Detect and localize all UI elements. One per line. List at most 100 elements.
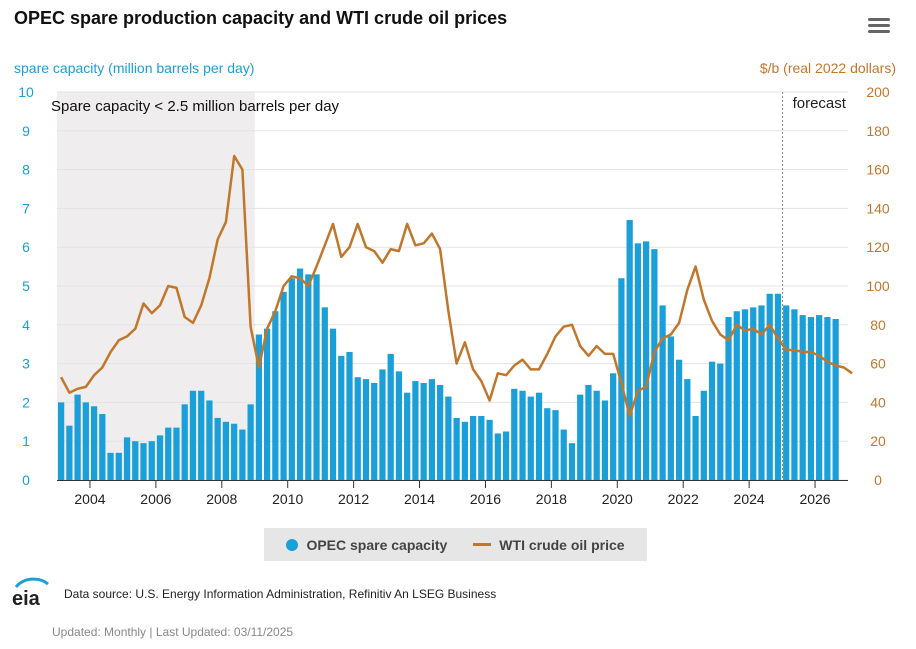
bar-spare-capacity xyxy=(469,415,477,480)
x-tick-label: 2006 xyxy=(140,491,171,507)
left-tick-label: 4 xyxy=(22,317,30,333)
right-tick-label: 160 xyxy=(866,162,890,178)
bar-spare-capacity xyxy=(255,334,262,480)
x-tick-label: 2016 xyxy=(470,491,501,507)
logo-text: eia xyxy=(12,588,41,609)
bar-spare-capacity xyxy=(206,400,213,480)
bar-spare-capacity xyxy=(783,305,790,480)
bar-spare-capacity xyxy=(148,441,155,480)
bar-spare-capacity xyxy=(346,351,353,480)
x-tick-label: 2010 xyxy=(272,491,303,507)
right-axis-label: $/b (real 2022 dollars) xyxy=(759,60,896,76)
bar-spare-capacity xyxy=(272,311,279,480)
bar-spare-capacity xyxy=(107,452,114,480)
bar-spare-capacity xyxy=(832,318,839,480)
bar-spare-capacity xyxy=(379,369,386,480)
bar-spare-capacity xyxy=(115,452,122,480)
bar-spare-capacity xyxy=(544,408,551,480)
bar-spare-capacity xyxy=(156,435,164,480)
bar-spare-capacity xyxy=(494,433,501,480)
bar-spare-capacity xyxy=(412,381,419,480)
bar-spare-capacity xyxy=(329,328,337,480)
bar-spare-capacity xyxy=(305,274,312,480)
bar-spare-capacity xyxy=(733,311,740,480)
x-tick-label: 2012 xyxy=(338,491,369,507)
last-updated: Updated: Monthly | Last Updated: 03/11/2… xyxy=(52,625,294,639)
bar-spare-capacity xyxy=(552,410,559,480)
bar-spare-capacity xyxy=(445,396,452,480)
bar-spare-capacity xyxy=(198,390,205,480)
line-wti-price xyxy=(59,154,853,418)
x-tick-label: 2018 xyxy=(536,491,567,507)
right-tick-label: 180 xyxy=(866,123,890,139)
bar-spare-capacity xyxy=(585,384,592,480)
bar-spare-capacity xyxy=(651,249,658,480)
bar-spare-capacity xyxy=(750,307,757,480)
bar-spare-capacity xyxy=(766,293,773,480)
bar-spare-capacity xyxy=(758,305,765,480)
x-tick-label: 2026 xyxy=(799,491,830,507)
bar-spare-capacity xyxy=(231,423,238,480)
bar-spare-capacity xyxy=(362,379,370,480)
chart-title: OPEC spare production capacity and WTI c… xyxy=(14,8,508,28)
bar-spare-capacity xyxy=(288,278,295,480)
left-tick-label: 1 xyxy=(22,433,30,449)
bar-spare-capacity xyxy=(247,404,254,480)
bar-spare-capacity xyxy=(692,415,699,480)
bar-spare-capacity xyxy=(675,359,683,480)
bar-spare-capacity xyxy=(354,377,361,480)
bar-spare-capacity xyxy=(90,406,98,480)
bar-spare-capacity xyxy=(486,419,493,480)
right-tick-label: 0 xyxy=(874,472,882,488)
bar-spare-capacity xyxy=(387,353,394,480)
legend-label-spare-capacity: OPEC spare capacity xyxy=(306,536,448,553)
legend-item-spare-capacity[interactable]: OPEC spare capacity xyxy=(286,537,447,553)
bar-spare-capacity xyxy=(807,317,815,480)
bar-spare-capacity xyxy=(659,305,666,480)
bar-spare-capacity xyxy=(700,390,707,480)
bar-spare-capacity xyxy=(132,441,139,480)
bar-spare-capacity xyxy=(123,437,131,480)
legend-label-wti-price: WTI crude oil price xyxy=(499,536,625,553)
bar-spare-capacity xyxy=(222,421,230,480)
bar-spare-capacity xyxy=(428,379,436,480)
bar-spare-capacity xyxy=(321,307,328,480)
x-tick-label: 2008 xyxy=(206,491,237,507)
bar-spare-capacity xyxy=(165,427,172,480)
bar-spare-capacity xyxy=(173,427,180,480)
legend-item-wti-price[interactable]: WTI crude oil price xyxy=(473,536,625,553)
bar-spare-capacity xyxy=(404,392,411,480)
circle-marker-icon xyxy=(286,538,299,551)
bar-spare-capacity xyxy=(519,390,526,480)
left-tick-label: 5 xyxy=(22,278,30,294)
bar-spare-capacity xyxy=(263,328,271,480)
x-tick-label: 2014 xyxy=(404,491,435,507)
bar-spare-capacity xyxy=(189,390,197,480)
hamburger-menu-icon[interactable] xyxy=(868,18,890,38)
bar-spare-capacity xyxy=(453,417,460,480)
bar-spare-capacity xyxy=(99,414,106,480)
x-tick-label: 2020 xyxy=(602,491,633,507)
bar-spare-capacity xyxy=(626,220,633,481)
bar-spare-capacity xyxy=(816,315,823,480)
bar-spare-capacity xyxy=(568,443,576,480)
chart-plot: 012345678910020406080100120140160180200f… xyxy=(18,84,890,507)
bar-spare-capacity xyxy=(610,373,617,480)
right-tick-label: 20 xyxy=(870,433,886,449)
right-tick-label: 200 xyxy=(866,84,890,100)
bar-spare-capacity xyxy=(577,394,584,480)
bar-spare-capacity xyxy=(296,268,304,480)
right-tick-label: 140 xyxy=(866,200,890,216)
x-tick-label: 2022 xyxy=(668,491,699,507)
bar-spare-capacity xyxy=(280,291,287,480)
left-tick-label: 7 xyxy=(22,200,30,216)
bar-spare-capacity xyxy=(560,429,567,480)
right-tick-label: 120 xyxy=(866,239,890,255)
bar-spare-capacity xyxy=(239,429,246,480)
bar-spare-capacity xyxy=(214,417,221,480)
bar-spare-capacity xyxy=(601,400,609,480)
bar-spare-capacity xyxy=(741,309,749,480)
left-tick-label: 3 xyxy=(22,356,30,372)
left-tick-label: 9 xyxy=(22,123,30,139)
left-tick-label: 10 xyxy=(18,84,34,100)
